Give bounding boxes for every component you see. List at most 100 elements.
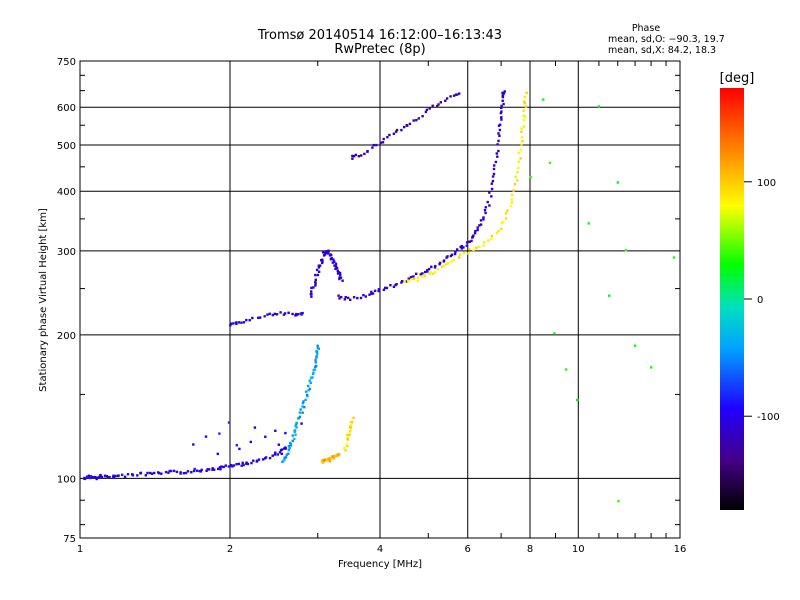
data-point — [434, 264, 437, 268]
data-point — [326, 252, 330, 255]
data-point — [633, 344, 637, 347]
data-point — [348, 433, 351, 436]
data-point — [493, 164, 496, 167]
data-point — [458, 256, 461, 259]
data-point — [513, 183, 517, 186]
data-point — [522, 100, 526, 103]
data-point — [334, 454, 337, 457]
data-point — [312, 371, 315, 374]
data-point — [193, 467, 196, 471]
stats-heading: Phase — [632, 23, 661, 34]
data-point — [315, 356, 318, 359]
data-point — [112, 474, 115, 477]
data-point — [498, 123, 502, 126]
data-point — [431, 272, 435, 275]
data-point — [317, 270, 321, 273]
chart-subtitle: RwPretec (8p) — [334, 42, 425, 57]
data-point — [106, 475, 110, 479]
data-point — [283, 458, 286, 461]
data-point — [362, 293, 365, 297]
series-e-region-o-mode-trace — [83, 446, 287, 481]
data-point — [242, 463, 245, 467]
data-point — [310, 290, 313, 293]
data-point — [517, 151, 521, 155]
data-point — [330, 257, 333, 260]
data-point — [148, 471, 152, 475]
data-point — [416, 276, 420, 279]
data-point — [472, 248, 475, 252]
data-point — [462, 246, 465, 249]
data-point — [312, 286, 315, 289]
data-point — [303, 406, 306, 409]
data-point — [459, 253, 462, 256]
data-point — [232, 464, 236, 467]
data-point — [250, 461, 253, 465]
data-point — [475, 246, 478, 249]
data-point — [379, 141, 383, 144]
data-point — [276, 453, 279, 456]
series-f1-low-segment — [229, 311, 304, 327]
data-point — [251, 316, 254, 320]
colorbar-tick-label: 100 — [757, 178, 776, 189]
data-point — [452, 259, 455, 262]
data-point — [495, 152, 498, 155]
data-point — [499, 111, 503, 115]
data-point — [298, 415, 302, 418]
data-point — [412, 275, 415, 278]
data-point — [337, 453, 340, 456]
data-point — [351, 157, 354, 160]
x-axis-label: Frequency [MHz] — [338, 559, 422, 570]
data-point — [346, 296, 350, 300]
data-point — [287, 452, 290, 455]
data-point — [377, 288, 381, 291]
data-point — [351, 154, 354, 158]
data-point — [424, 270, 427, 274]
data-point — [287, 311, 290, 314]
data-point — [291, 439, 294, 443]
data-point — [470, 239, 473, 243]
data-point — [454, 250, 457, 253]
data-point — [497, 149, 500, 153]
data-point — [294, 433, 297, 436]
data-point — [482, 216, 485, 219]
data-point — [268, 456, 272, 460]
data-point — [512, 189, 515, 192]
data-point — [262, 458, 265, 461]
data-point — [304, 398, 307, 401]
data-point — [373, 289, 377, 292]
data-point — [349, 298, 352, 301]
data-point — [524, 104, 528, 108]
data-point — [316, 273, 320, 277]
colorbar-tick-label: 0 — [757, 295, 763, 306]
data-point — [338, 276, 341, 279]
data-point — [483, 209, 487, 212]
y-tick-label: 600 — [57, 103, 76, 114]
data-point — [350, 420, 354, 424]
data-point — [384, 286, 387, 290]
data-point — [169, 469, 173, 473]
data-point — [314, 359, 317, 362]
data-point — [275, 313, 279, 316]
data-point — [424, 110, 428, 114]
data-point — [389, 284, 392, 287]
data-point — [438, 263, 441, 266]
data-point — [314, 284, 317, 287]
data-point — [278, 451, 282, 454]
data-point — [323, 253, 327, 256]
data-point — [329, 456, 332, 460]
data-point — [471, 235, 474, 239]
data-point — [428, 107, 431, 110]
data-point — [360, 154, 363, 157]
data-point — [486, 200, 489, 204]
data-point — [283, 456, 286, 459]
data-point — [328, 254, 332, 257]
y-tick-label: 300 — [57, 247, 76, 258]
data-point — [502, 221, 505, 224]
data-point — [271, 454, 274, 457]
data-point — [222, 465, 225, 469]
data-point — [83, 477, 87, 481]
data-point — [339, 273, 342, 277]
data-point — [501, 91, 504, 95]
data-point — [288, 447, 291, 450]
data-point — [370, 292, 373, 295]
